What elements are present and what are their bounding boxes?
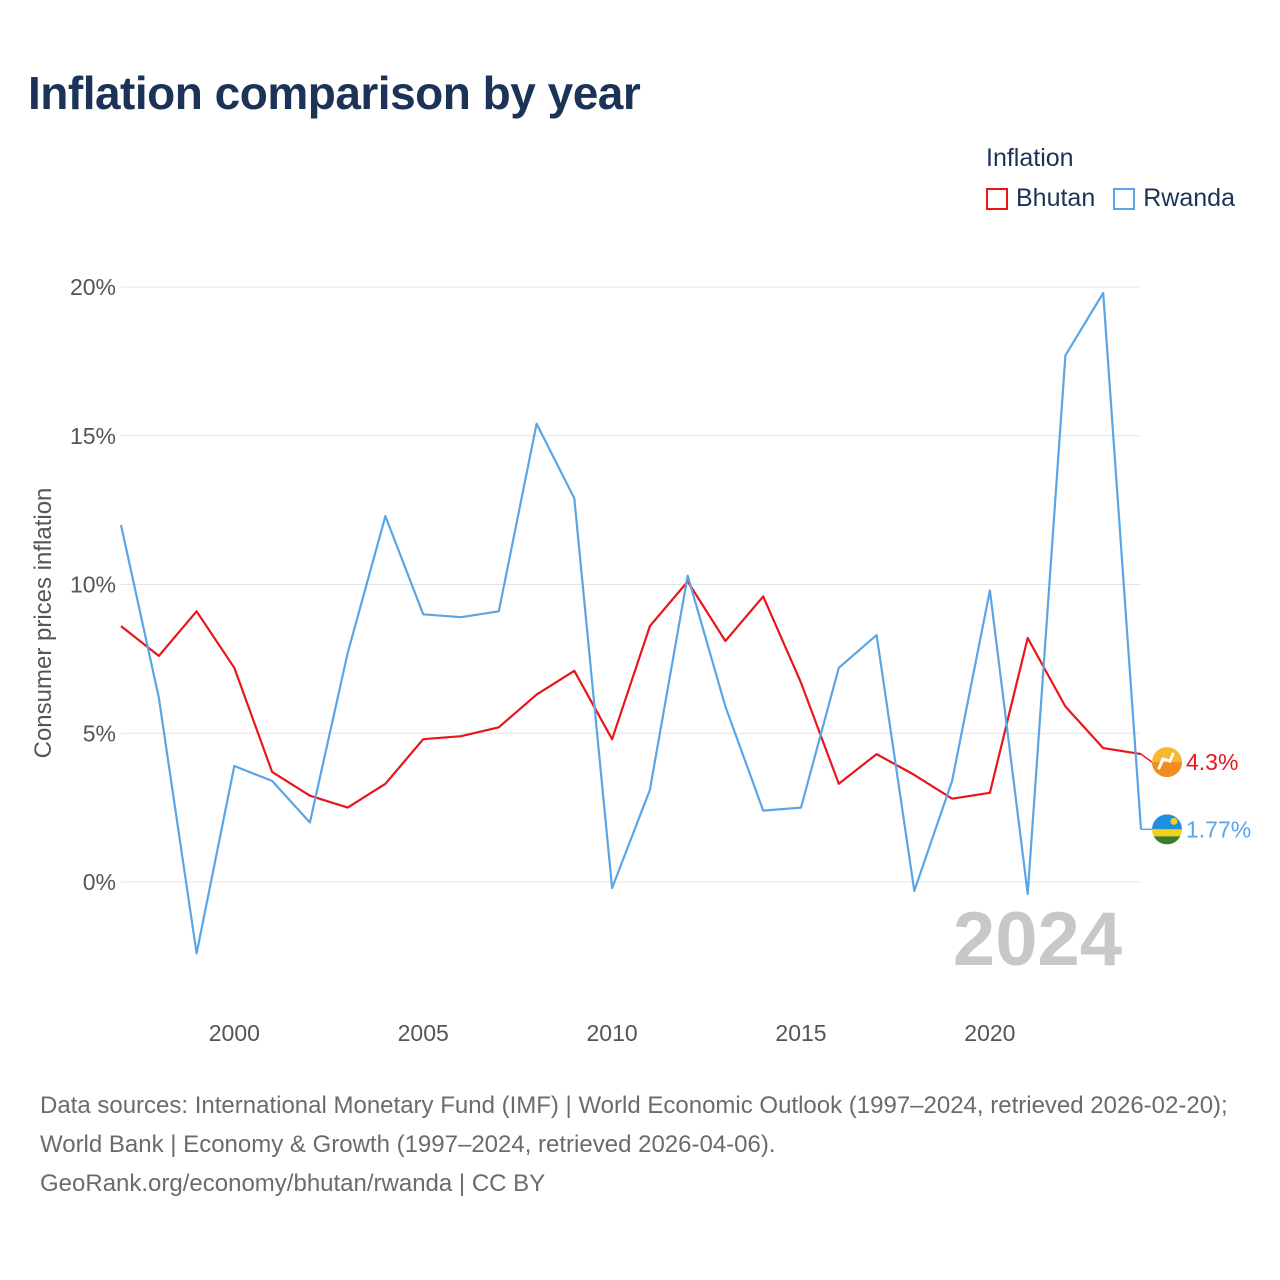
y-axis-ticks: 0% 5% 10% 15% 20% bbox=[70, 274, 116, 895]
legend-swatch-bhutan bbox=[986, 187, 1008, 210]
end-label-bhutan: 4.3% bbox=[1186, 749, 1238, 775]
x-tick-label: 2005 bbox=[398, 1020, 449, 1046]
bhutan-flag-icon bbox=[1152, 747, 1182, 778]
data-sources: Data sources: International Monetary Fun… bbox=[40, 1092, 1228, 1158]
x-tick-label: 2000 bbox=[209, 1020, 260, 1046]
series-line-bhutan[interactable] bbox=[120, 580, 1142, 809]
current-year-label: 2024 bbox=[953, 897, 1122, 982]
legend-title: Inflation bbox=[986, 144, 1074, 172]
end-markers: 4.3% 1.77% bbox=[1140, 747, 1251, 845]
x-tick-label: 2015 bbox=[775, 1020, 826, 1046]
y-tick-label: 10% bbox=[70, 572, 116, 598]
legend-swatch-rwanda bbox=[1113, 187, 1136, 210]
connector-bhutan bbox=[1140, 753, 1153, 763]
y-tick-label: 5% bbox=[83, 720, 116, 746]
footer: Data sources: International Monetary Fun… bbox=[40, 1086, 1245, 1203]
y-tick-label: 15% bbox=[70, 423, 116, 449]
x-tick-label: 2010 bbox=[587, 1020, 638, 1046]
line-chart: 0% 5% 10% 15% 20% 2000 2005 2010 2015 2020 Consu… bbox=[30, 274, 1251, 1046]
legend-label-rwanda: Rwanda bbox=[1143, 184, 1235, 212]
legend: Bhutan Rwanda bbox=[986, 184, 1235, 213]
series-line-rwanda[interactable] bbox=[119, 291, 1143, 955]
chart-title: Inflation comparison by year bbox=[28, 67, 641, 119]
legend-label-bhutan: Bhutan bbox=[1016, 184, 1096, 212]
y-tick-label: 20% bbox=[70, 274, 116, 300]
series-lines bbox=[119, 291, 1143, 955]
rwanda-flag-icon bbox=[1152, 814, 1182, 845]
x-axis-ticks: 2000 2005 2010 2015 2020 bbox=[209, 1020, 1016, 1046]
legend-item-bhutan[interactable]: Bhutan bbox=[986, 184, 1095, 213]
x-tick-label: 2020 bbox=[964, 1020, 1015, 1046]
y-tick-label: 0% bbox=[83, 869, 116, 895]
credit-link[interactable]: GeoRank.org/economy/bhutan/rwanda | CC B… bbox=[40, 1170, 546, 1197]
legend-item-rwanda[interactable]: Rwanda bbox=[1113, 184, 1235, 213]
y-axis-title: Consumer prices inflation bbox=[30, 488, 57, 759]
gridlines bbox=[121, 286, 1141, 883]
end-label-rwanda: 1.77% bbox=[1186, 816, 1251, 842]
